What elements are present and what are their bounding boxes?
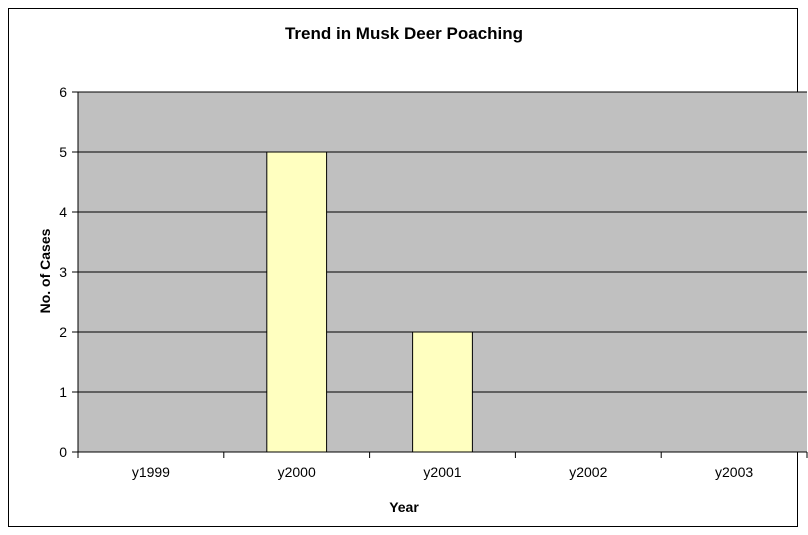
y-tick-label: 3 — [59, 264, 67, 280]
y-tick-label: 1 — [59, 384, 67, 400]
bar — [412, 331, 473, 453]
chart-title: Trend in Musk Deer Poaching — [284, 24, 524, 43]
y-tick-label: 2 — [59, 324, 67, 340]
y-tick-label: 6 — [59, 84, 67, 100]
x-tick-label: y2001 — [423, 464, 461, 480]
x-axis-label: Year — [389, 499, 419, 515]
x-tick-label: y2000 — [278, 464, 316, 480]
x-tick-label: y2003 — [715, 464, 753, 480]
bar — [266, 151, 328, 453]
x-tick-label: y1999 — [132, 464, 170, 480]
y-tick-label: 0 — [59, 444, 67, 460]
x-tick-label: y2002 — [569, 464, 607, 480]
y-tick-label: 5 — [59, 144, 67, 160]
y-tick-label: 4 — [59, 204, 67, 220]
